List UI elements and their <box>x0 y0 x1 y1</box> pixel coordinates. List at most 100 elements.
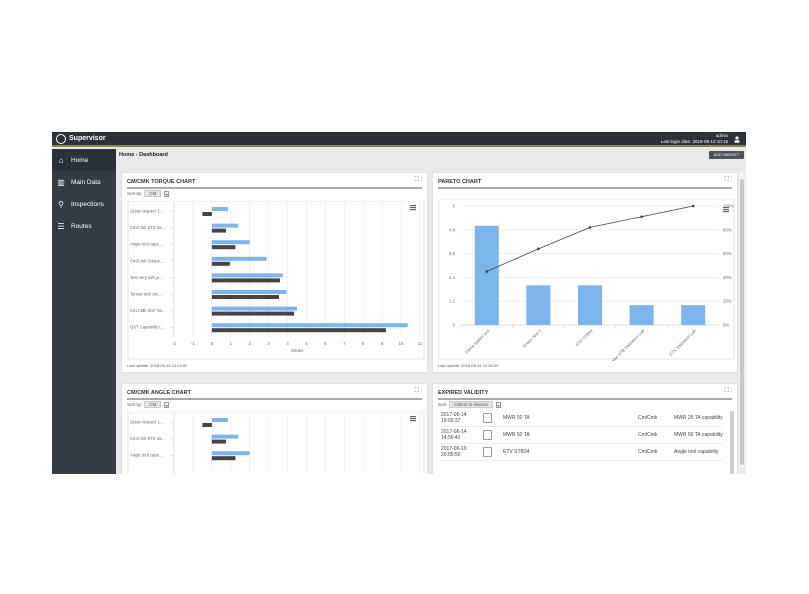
chevron-down-icon[interactable]: ▾ <box>495 401 501 408</box>
cmk-bar <box>211 245 236 250</box>
chart-frame <box>127 412 425 474</box>
y-tick-label: 3.6 <box>449 251 456 256</box>
app-window: Supervisor admin Last login date: 2018-09… <box>52 132 746 474</box>
category-label: Tensor tool con... <box>130 292 162 297</box>
date-time: 2017-06-14 14:56:41 <box>441 429 467 441</box>
category-label: Cm/Cmk ETX Va... <box>130 436 165 441</box>
widget-title: CM/CMK TORQUE CHART <box>127 179 196 185</box>
pareto-bar <box>629 305 654 325</box>
test-type: Cm/Cmk <box>638 415 658 421</box>
chart-menu-icon[interactable] <box>723 207 729 213</box>
expand-icon[interactable]: ⛶ <box>414 177 419 183</box>
expand-icon[interactable]: ⛶ <box>724 177 729 183</box>
list-scrollbar[interactable] <box>730 411 734 474</box>
cm-bar <box>211 256 267 261</box>
chart-menu-icon[interactable] <box>410 205 416 211</box>
cmk-bar <box>211 261 230 266</box>
pareto-bar <box>526 285 551 325</box>
angle-chart: Green Inspect 1 ... Cm/Cmk ETX Va... Angle… <box>127 412 425 474</box>
widget-title: CM/CMK ANGLE CHART <box>127 390 191 396</box>
chevron-down-icon[interactable]: ▾ <box>164 190 170 197</box>
category-label: Cm/CMk SCF Va... <box>130 308 165 313</box>
folder-icon <box>483 413 492 423</box>
y2-tick-label: 80% <box>723 227 732 232</box>
widget-title: EXPIRED VALIDITY <box>438 390 489 396</box>
user-info[interactable]: admin Last login date: 2018-09-13 10:15 <box>661 133 728 145</box>
list-item[interactable]: 2017-06-19 20:05:50 ETV STB34 Cm/Cmk Angl… <box>438 444 723 461</box>
x-tick-label: -1 <box>191 341 195 346</box>
cm-bar <box>211 223 239 228</box>
list-item[interactable]: 2017-06-14 15:00:37 MWR 50 TA Cm/Cmk MWR … <box>438 410 723 427</box>
sidebar-item-label: Inspections <box>71 200 104 208</box>
sidebar-item-label: Main Data <box>71 178 101 186</box>
category-label: QST Capability (... <box>130 325 164 330</box>
category-label: Angle tool capa... <box>130 453 162 458</box>
sidebar-item-main-data[interactable]: ▥ Main Data <box>52 171 116 193</box>
chevron-down-icon[interactable]: ▾ <box>164 401 170 408</box>
list-item[interactable]: 2017-06-14 14:56:41 MWR 50 TA Cm/Cmk MWR … <box>438 427 723 444</box>
test-name: MWR 25 TA capability <box>674 415 723 421</box>
test-type: Cm/Cmk <box>638 449 658 455</box>
sidebar-item-home[interactable]: ⌂ Home <box>52 149 116 171</box>
expand-icon[interactable]: ⛶ <box>724 388 729 394</box>
cmk-bar <box>211 311 295 316</box>
x-tick-label: 9 <box>381 341 384 346</box>
cmk-bar <box>202 212 212 216</box>
top-bar: Supervisor admin Last login date: 2018-09… <box>52 132 746 147</box>
books-icon: ▥ <box>57 177 65 187</box>
divider <box>127 398 422 400</box>
x-tick-label: 4 <box>286 341 289 346</box>
divider <box>438 187 732 189</box>
category-label: Cm/Cmk ETX Va... <box>130 225 165 230</box>
torque-chart-widget: CM/CMK TORQUE CHART ⛶ ⋮ Sort by CM ▾ -2 -1 0… <box>121 172 428 373</box>
sort-select[interactable]: CM <box>144 401 162 408</box>
cumulative-point <box>640 215 643 219</box>
cumulative-point <box>485 270 489 273</box>
sort-select[interactable]: CM <box>144 190 162 197</box>
x-tick-label: 0 <box>211 341 214 346</box>
y2-tick-label: 60% <box>723 251 732 256</box>
category-label: Cm/Cmk Tensor... <box>130 258 163 263</box>
pareto-chart-widget: PARETO CHART ⛶ ⋮ 0 0% 1.2 20% 2.4 40% 3.6 60% 4.… <box>432 172 738 373</box>
category-label: Green Inspect 1 ... <box>130 420 164 425</box>
expired-validity-widget: EXPIRED VALIDITY ⛶ ⋮ Sort Oldest to newes… <box>432 383 738 474</box>
cumulative-point <box>537 247 540 251</box>
user-icon[interactable] <box>734 136 740 143</box>
sort-select[interactable]: Oldest to newest <box>449 401 493 408</box>
sidebar-item-routes[interactable]: ☰ Routes <box>52 215 116 237</box>
add-widget-button[interactable]: ADD WIDGET <box>709 151 744 159</box>
sidebar-item-inspections[interactable]: ⚲ Inspections <box>52 193 116 215</box>
tool-name: MWR 50 TA <box>503 432 530 438</box>
cm-bar <box>211 207 228 211</box>
y-tick-label: 4.8 <box>449 227 456 232</box>
x-tick-label: 10 <box>399 341 404 346</box>
x-tick-label: 1 <box>230 341 233 346</box>
cm-bar <box>211 306 297 311</box>
x-tick-label: 2 <box>248 341 251 346</box>
y2-tick-label: 20% <box>723 299 732 304</box>
x-tick-label: 8 <box>362 341 365 346</box>
angle-chart-widget: CM/CMK ANGLE CHART ⛶ ⋮ Sort by CM ▾ Green … <box>121 383 428 474</box>
more-icon[interactable]: ⋮ <box>420 388 422 394</box>
last-login: Last login date: 2018-09-13 10:15 <box>660 139 728 144</box>
sort-label: Sort by <box>127 191 142 196</box>
y2-tick-label: 100% <box>723 204 734 209</box>
expand-icon[interactable]: ⛶ <box>414 388 419 394</box>
last-update: Last update: 2018-09-14 12:24:52 <box>127 363 188 368</box>
y-tick-label: 6 <box>453 204 456 209</box>
y-tick-label: 1.2 <box>449 299 456 304</box>
category-label: Angle tool capa... <box>130 242 162 247</box>
widget-title: PARETO CHART <box>438 179 482 185</box>
sort-label: Sort <box>438 402 447 407</box>
sidebar: ⌂ Home ▥ Main Data ⚲ Inspections ☰ Routes <box>52 149 116 474</box>
page-scrollbar-thumb[interactable] <box>740 179 744 465</box>
more-icon[interactable]: ⋮ <box>420 177 422 183</box>
home-icon: ⌂ <box>58 155 64 165</box>
cm-bar <box>211 451 250 456</box>
more-icon[interactable]: ⋮ <box>730 177 732 183</box>
x-tick-label: 3 <box>267 341 270 346</box>
chart-menu-icon[interactable] <box>410 416 416 422</box>
more-icon[interactable]: ⋮ <box>730 388 732 394</box>
x-tick-label: 11 <box>418 341 423 346</box>
cmk-bar <box>211 295 280 299</box>
